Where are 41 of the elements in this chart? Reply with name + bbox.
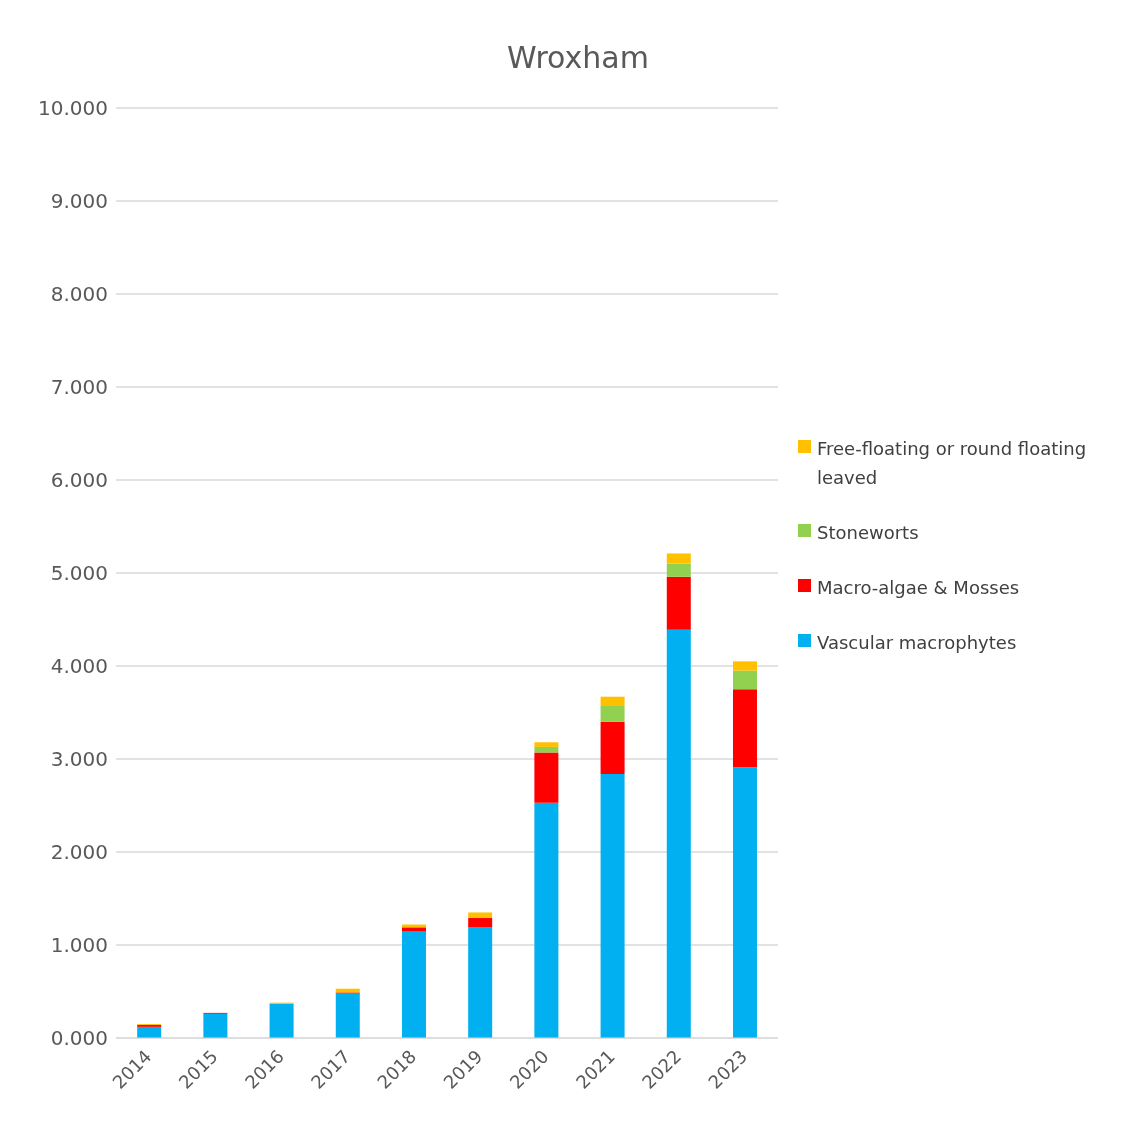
bar: [468, 918, 493, 928]
bar: [732, 670, 757, 690]
bar: [137, 1026, 162, 1038]
legend-label: Stoneworts: [817, 520, 919, 545]
bar: [666, 553, 691, 564]
bar: [468, 927, 493, 1038]
legend-label: Vascular macrophytes: [817, 630, 1017, 655]
bar: [335, 993, 360, 1038]
bar: [666, 563, 691, 577]
legend-label: Macro-algae & Mosses: [817, 575, 1020, 600]
y-tick-label: 8.000: [50, 282, 108, 307]
bar: [534, 802, 559, 1038]
bar: [203, 1013, 228, 1038]
bar: [732, 661, 757, 671]
bar: [269, 1003, 294, 1038]
bar: [600, 696, 625, 706]
bar: [534, 742, 559, 747]
bar: [468, 912, 493, 919]
y-tick-label: 2.000: [50, 840, 108, 865]
y-tick-label: 0.000: [50, 1026, 108, 1051]
bar: [732, 767, 757, 1038]
bar: [534, 746, 559, 753]
y-tick-label: 9.000: [50, 189, 108, 214]
bar: [600, 773, 625, 1038]
y-tick-label: 3.000: [50, 747, 108, 772]
bar: [732, 689, 757, 768]
y-tick-label: 4.000: [50, 654, 108, 679]
y-tick-label: 7.000: [50, 375, 108, 400]
chart-title: Wroxham: [506, 40, 650, 75]
legend-label: Free-floating or round floating leaved: [817, 436, 1088, 490]
y-tick-label: 10.000: [38, 96, 108, 121]
y-tick-label: 6.000: [50, 468, 108, 493]
y-tick-label: 1.000: [50, 933, 108, 958]
bar: [600, 721, 625, 774]
bar: [666, 576, 691, 630]
y-tick-label: 5.000: [50, 561, 108, 586]
bar: [401, 931, 426, 1038]
bar: [666, 629, 691, 1038]
bar: [600, 705, 625, 722]
bar: [534, 752, 559, 803]
bar: [401, 927, 426, 932]
